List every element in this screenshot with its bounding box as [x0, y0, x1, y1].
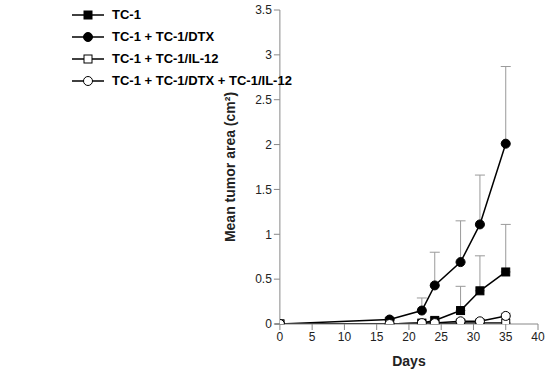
svg-text:0.5: 0.5 — [255, 272, 272, 286]
svg-text:3: 3 — [265, 48, 272, 62]
html-text:TC-1 + TC-1/IL-12: TC-1 + TC-1/IL-12 — [112, 51, 219, 66]
svg-text:25: 25 — [435, 330, 449, 344]
svg-text:1: 1 — [265, 228, 272, 242]
svg-text:Mean tumor area (cm²): Mean tumor area (cm²) — [222, 92, 238, 242]
svg-text:0: 0 — [265, 317, 272, 331]
svg-text:35: 35 — [499, 330, 513, 344]
svg-text:5: 5 — [309, 330, 316, 344]
svg-text:30: 30 — [467, 330, 481, 344]
svg-text:2.5: 2.5 — [255, 93, 272, 107]
svg-text:40: 40 — [531, 330, 542, 344]
svg-text:2: 2 — [265, 138, 272, 152]
svg-text:20: 20 — [402, 330, 416, 344]
svg-text:3.5: 3.5 — [255, 3, 272, 17]
svg-text:Days: Days — [392, 353, 426, 369]
svg-text:1.5: 1.5 — [255, 183, 272, 197]
html-text:TC-1 + TC-1/DTX: TC-1 + TC-1/DTX — [112, 29, 215, 44]
html-text:TC-1 + TC-1/DTX + TC-1/IL-12: TC-1 + TC-1/DTX + TC-1/IL-12 — [112, 73, 292, 88]
svg-text:0: 0 — [277, 330, 284, 344]
html-text:TC-1: TC-1 — [112, 7, 141, 22]
svg-text:15: 15 — [370, 330, 384, 344]
svg-text:10: 10 — [338, 330, 352, 344]
